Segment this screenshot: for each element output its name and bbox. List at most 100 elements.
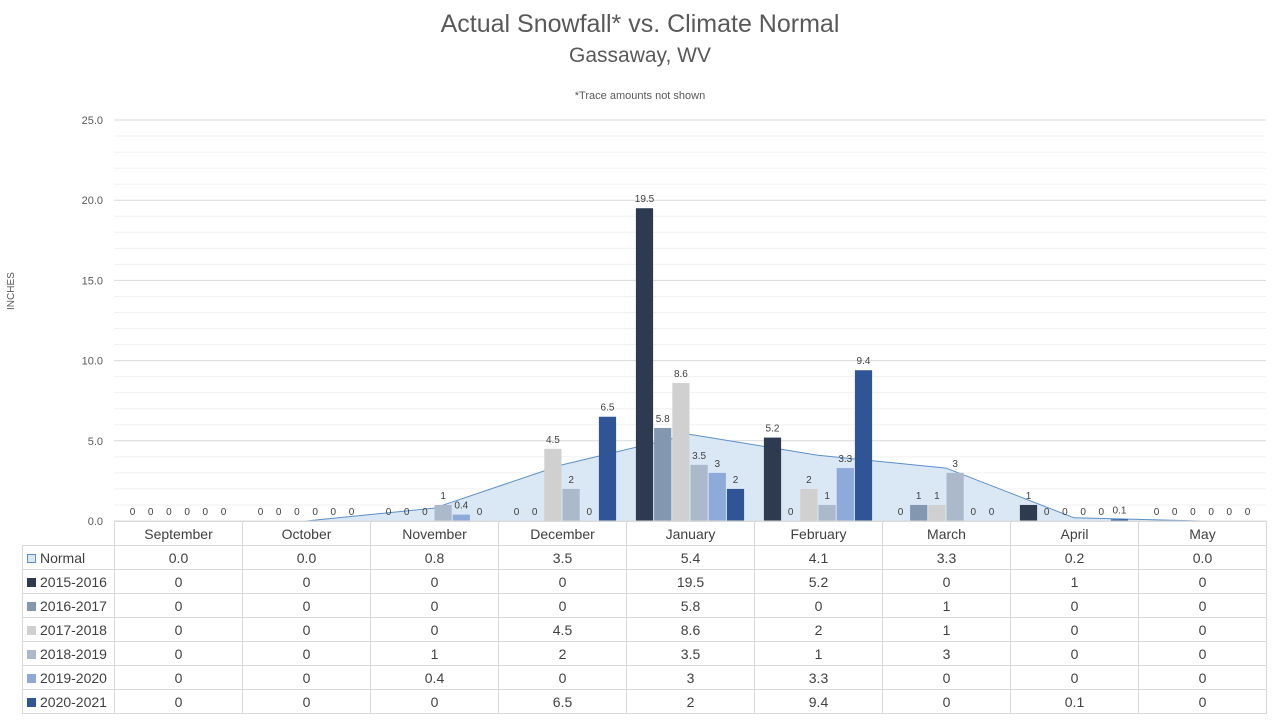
- bar: [654, 427, 672, 521]
- data-label: 0: [1208, 507, 1214, 518]
- table-cell: 0: [1010, 617, 1139, 642]
- data-label: 0: [587, 507, 593, 518]
- x-tick-label: April: [1010, 521, 1139, 546]
- table-cell: 3.5: [498, 545, 627, 570]
- bar: [818, 504, 836, 521]
- table-row: 2018-2019 0 0 1 2 3.5 1 3 0 0: [22, 641, 1267, 666]
- data-label: 0: [477, 507, 483, 518]
- data-label: 1: [916, 491, 922, 502]
- data-label: 0: [203, 507, 209, 518]
- table-cell: 0.0: [1138, 545, 1267, 570]
- table-cell: 3.3: [882, 545, 1011, 570]
- data-label: 6.5: [601, 403, 615, 414]
- data-label: 2: [733, 475, 739, 486]
- bar: [635, 208, 654, 521]
- bar: [708, 472, 726, 521]
- table-cell: 0: [1138, 665, 1267, 690]
- table-cell: 0: [370, 593, 499, 618]
- chart-title: Actual Snowfall* vs. Climate Normal: [440, 10, 840, 38]
- bar: [452, 514, 470, 521]
- table-cell: 0: [1010, 593, 1139, 618]
- table-cell: 0: [114, 641, 243, 666]
- table-cell: 0: [370, 569, 499, 594]
- data-label: 9.4: [857, 356, 871, 367]
- data-label: 0: [532, 507, 538, 518]
- legend-entry: 2019-2020: [22, 665, 115, 690]
- data-label: 0: [1245, 507, 1251, 518]
- data-label: 0: [386, 507, 392, 518]
- table-cell: 0: [242, 641, 371, 666]
- data-label: 0: [294, 507, 300, 518]
- legend-label: Normal: [40, 549, 86, 566]
- data-label: 3: [715, 459, 721, 470]
- table-cell: 4.1: [754, 545, 883, 570]
- legend-entry: 2017-2018: [22, 617, 115, 642]
- legend-swatch: [27, 554, 36, 564]
- table-cell: 0: [498, 569, 627, 594]
- bar: [836, 468, 854, 521]
- table-cell: 0: [242, 593, 371, 618]
- data-label: 8.6: [674, 369, 688, 380]
- data-label: 1: [934, 491, 940, 502]
- data-label: 0: [1099, 507, 1105, 518]
- legend-swatch: [27, 602, 36, 612]
- data-label: 1: [824, 491, 830, 502]
- legend-swatch: [27, 578, 36, 588]
- data-label: 0: [312, 507, 318, 518]
- table-row: 2016-2017 0 0 0 0 5.8 0 1 0 0: [22, 593, 1267, 618]
- table-corner: [22, 521, 115, 546]
- legend-label: 2015-2016: [40, 573, 107, 590]
- normal-area: [178, 434, 1202, 521]
- x-tick-label: January: [626, 521, 755, 546]
- chart-subtitle: Gassaway, WV: [569, 44, 711, 67]
- table-cell: 0.2: [1010, 545, 1139, 570]
- table-cell: 0: [882, 689, 1011, 714]
- legend-swatch: [27, 698, 36, 708]
- data-label: 0: [1080, 507, 1086, 518]
- table-cell: 1: [882, 617, 1011, 642]
- table-cell: 3: [882, 641, 1011, 666]
- table-cell: 0: [114, 689, 243, 714]
- table-cell: 0: [242, 569, 371, 594]
- table-cell: 8.6: [626, 617, 755, 642]
- data-label: 1: [440, 491, 446, 502]
- legend-swatch: [27, 626, 36, 636]
- bar: [544, 448, 562, 521]
- data-label: 3: [952, 459, 958, 470]
- table-cell: 0: [114, 593, 243, 618]
- y-tick-label: 15.0: [82, 275, 103, 287]
- table-cell: 0: [1010, 641, 1139, 666]
- bar: [854, 370, 873, 521]
- table-row: 2015-2016 0 0 0 0 19.5 5.2 0 1 0: [22, 569, 1267, 594]
- table-cell: 3.5: [626, 641, 755, 666]
- table-cell: 0: [1138, 641, 1267, 666]
- table-cell: 0: [754, 593, 883, 618]
- legend-entry: 2015-2016: [22, 569, 115, 594]
- x-tick-label: September: [114, 521, 243, 546]
- bar: [800, 488, 818, 521]
- data-label: 0: [276, 507, 282, 518]
- table-cell: 0: [242, 665, 371, 690]
- data-label: 0: [1062, 507, 1068, 518]
- legend-entry: 2020-2021: [22, 689, 115, 714]
- table-cell: 0: [1138, 617, 1267, 642]
- table-cell: 0: [242, 617, 371, 642]
- table-cell: 0: [882, 665, 1011, 690]
- table-cell: 2: [754, 617, 883, 642]
- table-cell: 5.8: [626, 593, 755, 618]
- x-tick-label: February: [754, 521, 883, 546]
- bar: [1019, 504, 1038, 521]
- table-cell: 0.4: [370, 665, 499, 690]
- table-row: 2020-2021 0 0 0 6.5 2 9.4 0 0.1 0: [22, 689, 1267, 714]
- data-label: 0: [898, 507, 904, 518]
- table-cell: 0: [242, 689, 371, 714]
- table-cell: 1: [370, 641, 499, 666]
- data-label: 5.2: [766, 424, 780, 435]
- table-row: 2017-2018 0 0 0 4.5 8.6 2 1 0 0: [22, 617, 1267, 642]
- y-tick-label: 10.0: [82, 356, 103, 368]
- table-cell: 4.5: [498, 617, 627, 642]
- table-cell: 0: [1138, 593, 1267, 618]
- table-cell: 5.4: [626, 545, 755, 570]
- x-tick-label: November: [370, 521, 499, 546]
- data-label: 0: [971, 507, 977, 518]
